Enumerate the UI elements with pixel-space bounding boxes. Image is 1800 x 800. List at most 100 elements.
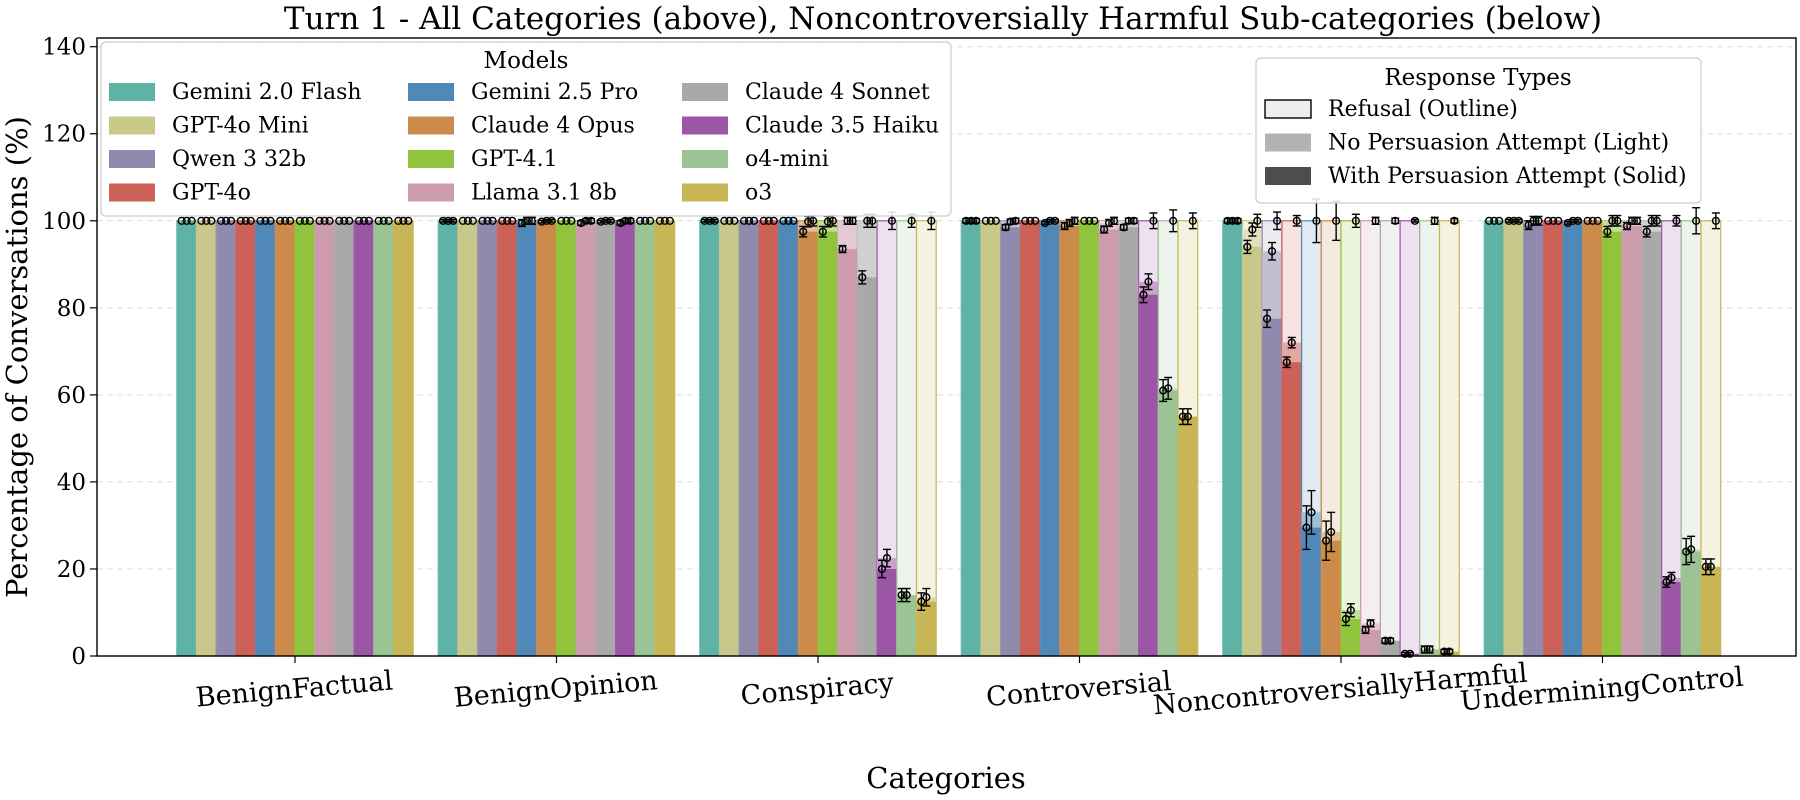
y-tick-label: 100 — [42, 209, 86, 235]
x-axis-label: Categories — [866, 761, 1026, 795]
chart-title: Turn 1 - All Categories (above), Noncont… — [284, 1, 1602, 37]
bar-with-persuasion — [1341, 619, 1361, 656]
models-legend-label: GPT-4.1 — [471, 147, 558, 172]
data-point — [340, 216, 349, 225]
data-point — [828, 216, 837, 225]
bar-with-persuasion — [1301, 527, 1322, 656]
data-point — [1588, 216, 1597, 225]
data-point — [1006, 217, 1015, 226]
bar-with-persuasion — [295, 220, 315, 656]
models-legend-label: GPT-4o Mini — [172, 114, 309, 139]
data-point — [1425, 645, 1434, 654]
data-point — [799, 227, 808, 236]
bar-with-persuasion — [877, 568, 897, 656]
data-point — [1312, 216, 1321, 225]
models-legend-label: Claude 4 Opus — [471, 114, 635, 139]
data-point — [1652, 216, 1661, 225]
data-point — [1253, 216, 1262, 225]
data-point — [1149, 216, 1158, 225]
data-point — [207, 216, 216, 225]
data-point — [655, 216, 664, 225]
bar-with-persuasion — [1701, 566, 1721, 656]
data-point — [843, 216, 852, 225]
data-point — [1706, 562, 1715, 571]
data-point — [1272, 216, 1282, 225]
data-point — [1391, 216, 1400, 225]
data-point — [320, 216, 329, 225]
data-point — [922, 593, 931, 602]
data-point — [1573, 216, 1583, 225]
data-point — [1549, 216, 1558, 225]
data-point — [1529, 216, 1538, 225]
data-point — [641, 216, 650, 225]
data-point — [1662, 577, 1671, 587]
bar-with-persuasion — [818, 231, 838, 657]
data-point — [399, 216, 408, 225]
bar-with-persuasion — [497, 220, 518, 656]
models-legend-swatch — [109, 83, 155, 101]
data-point — [1085, 216, 1094, 225]
data-point — [1410, 216, 1420, 225]
data-point — [1001, 223, 1010, 232]
bar-with-persuasion — [1059, 226, 1080, 656]
data-point — [1613, 216, 1622, 225]
data-point — [1692, 216, 1701, 225]
models-legend-swatch — [408, 83, 454, 101]
data-point — [1361, 625, 1370, 634]
bar-with-persuasion — [517, 222, 537, 656]
data-point — [261, 216, 270, 225]
response-legend-swatch — [1265, 167, 1311, 185]
bar-with-persuasion — [635, 220, 655, 656]
data-point — [1711, 216, 1720, 225]
data-point — [981, 216, 990, 225]
data-point — [1040, 218, 1050, 228]
bar-with-persuasion — [1543, 220, 1564, 656]
data-point — [1233, 216, 1242, 225]
models-legend-swatch — [682, 183, 728, 202]
bar-with-persuasion — [1321, 540, 1341, 656]
bar-with-persuasion — [837, 249, 858, 657]
bar-with-persuasion — [334, 220, 355, 656]
data-point — [1287, 338, 1296, 347]
bar-with-persuasion — [595, 221, 616, 656]
data-point — [567, 216, 576, 225]
data-point — [1504, 216, 1513, 225]
data-point — [236, 216, 245, 225]
models-legend-swatch — [408, 183, 454, 202]
models-legend-label: Gemini 2.0 Flash — [172, 80, 362, 105]
bar-with-persuasion — [758, 220, 779, 656]
bar-with-persuasion — [778, 220, 799, 656]
bar-with-persuasion — [1079, 220, 1100, 656]
data-point — [636, 216, 645, 225]
data-point — [202, 216, 211, 225]
data-point — [877, 564, 887, 574]
response-legend-label: With Persuasion Attempt (Solid) — [1328, 164, 1687, 189]
data-point — [547, 216, 556, 225]
bar-with-persuasion — [1681, 551, 1701, 656]
data-point — [1124, 216, 1133, 225]
data-point — [276, 216, 285, 225]
data-point — [1563, 218, 1573, 228]
data-point — [710, 216, 719, 225]
models-legend-label: Claude 3.5 Haiku — [745, 114, 939, 139]
data-point — [749, 216, 759, 225]
bar-with-persuasion — [393, 220, 414, 656]
data-point — [868, 216, 877, 225]
bar-with-persuasion — [216, 220, 236, 656]
data-point — [1169, 216, 1178, 225]
data-point — [1267, 247, 1277, 256]
data-point — [967, 216, 976, 225]
data-point — [197, 216, 206, 225]
models-legend-title: Models — [484, 48, 569, 74]
bar-with-persuasion — [1000, 227, 1021, 656]
bar-with-persuasion — [477, 220, 498, 656]
data-point — [823, 217, 832, 226]
data-point — [1302, 523, 1311, 532]
models-legend-swatch — [109, 150, 155, 168]
data-point — [1554, 216, 1563, 225]
data-point — [1090, 216, 1099, 225]
y-tick-label: 140 — [42, 35, 86, 61]
bar-with-persuasion — [196, 220, 217, 656]
data-point — [1445, 647, 1454, 656]
bar-with-persuasion — [576, 222, 596, 656]
